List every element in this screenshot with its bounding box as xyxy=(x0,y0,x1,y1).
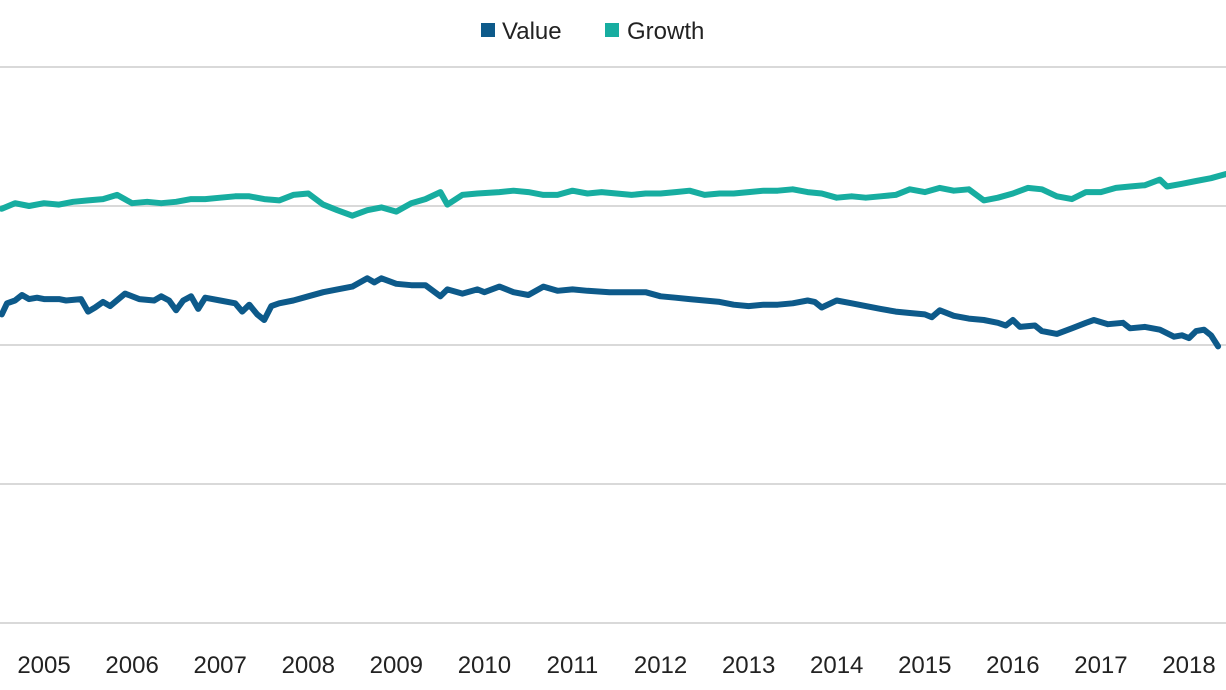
x-tick-label: 2012 xyxy=(634,652,687,679)
legend-swatch-value xyxy=(481,23,495,37)
series-line-value xyxy=(0,275,1222,350)
x-tick-label: 2006 xyxy=(105,652,158,679)
legend-label-growth: Growth xyxy=(627,18,704,45)
legend-label-value: Value xyxy=(502,18,562,45)
y-gridlines xyxy=(0,66,1226,624)
series-lines xyxy=(0,171,1226,350)
legend-swatch-growth xyxy=(605,23,619,37)
x-axis: 2005 2006 2007 2008 2009 2010 2011 2012 2013 2014… xyxy=(17,652,1215,679)
x-tick-label: 2014 xyxy=(810,652,863,679)
x-tick-label: 2015 xyxy=(898,652,951,679)
x-tick-label: 2009 xyxy=(370,652,423,679)
x-tick-label: 2017 xyxy=(1074,652,1127,679)
series-line-growth xyxy=(0,171,1226,219)
x-tick-label: 2005 xyxy=(17,652,70,679)
x-tick-label: 2013 xyxy=(722,652,775,679)
x-tick-label: 2018 xyxy=(1162,652,1215,679)
x-tick-label: 2008 xyxy=(282,652,335,679)
x-tick-label: 2016 xyxy=(986,652,1039,679)
legend: Value Growth xyxy=(481,18,704,45)
x-tick-label: 2011 xyxy=(547,652,599,679)
x-tick-label: 2007 xyxy=(193,652,246,679)
x-tick-label: 2010 xyxy=(458,652,511,679)
